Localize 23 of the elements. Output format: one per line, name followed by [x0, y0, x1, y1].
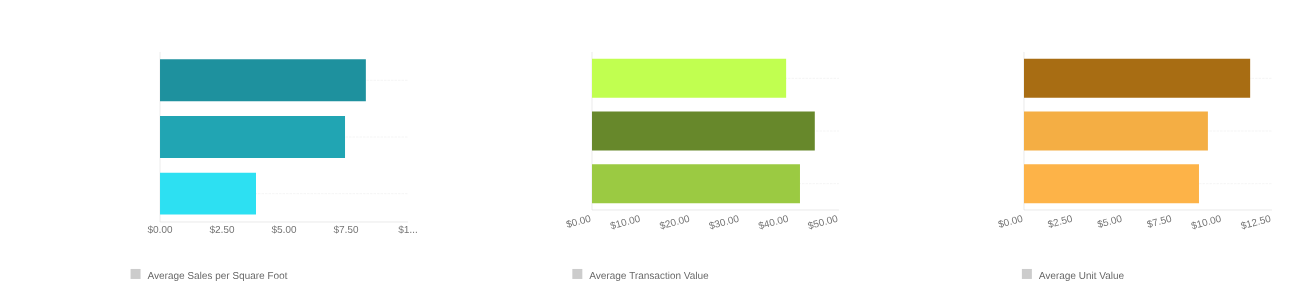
- x-tick-label: $5.00: [271, 225, 297, 234]
- bar: [160, 116, 346, 158]
- x-tick-label: $0.00: [566, 215, 591, 228]
- x-tick-label: $0.00: [147, 225, 173, 234]
- x-tick-label: $5.00: [1097, 215, 1122, 228]
- x-tick-label: $2.50: [1047, 215, 1072, 228]
- x-tick-label: $10.00: [610, 215, 640, 230]
- bar: [160, 172, 256, 215]
- x-tick-label: $0.00: [998, 215, 1023, 228]
- text: Average Transaction Value: [589, 271, 709, 282]
- bar: [160, 59, 366, 102]
- x-tick-label: $50.00: [807, 215, 838, 230]
- x-tick-label: $2.50: [209, 225, 235, 234]
- x-tick-label: $1...: [398, 225, 417, 234]
- x-tick-label: $40.00: [758, 215, 788, 230]
- x-tick-label: $12.50: [1240, 215, 1271, 230]
- x-tick-label: $7.50: [333, 225, 359, 234]
- text: Average Sales per Square Foot: [147, 271, 288, 282]
- text: Average Unit Value: [1038, 271, 1124, 282]
- x-tick-label: $30.00: [709, 215, 739, 230]
- x-tick-label: $7.50: [1147, 215, 1172, 228]
- x-tick-label: $10.00: [1191, 215, 1221, 230]
- x-tick-label: $20.00: [659, 215, 690, 230]
